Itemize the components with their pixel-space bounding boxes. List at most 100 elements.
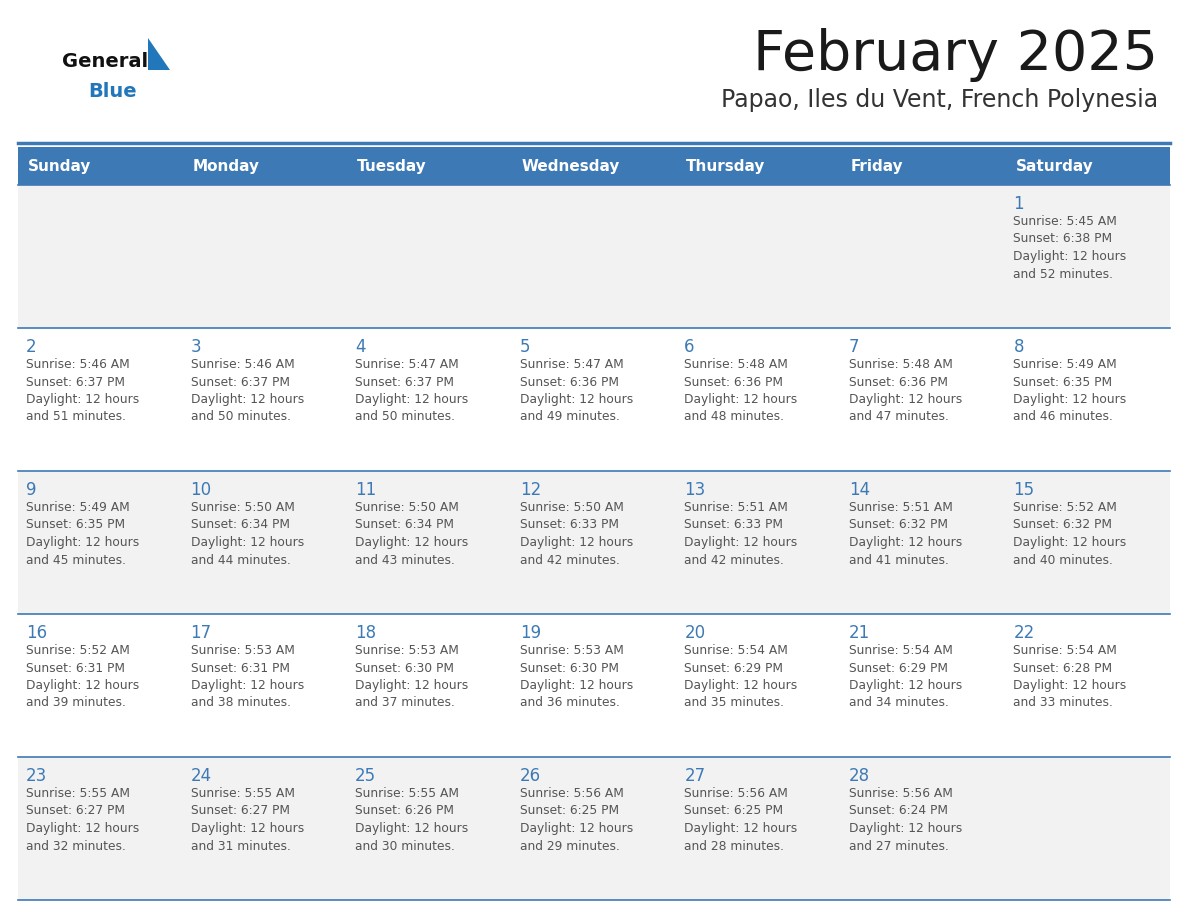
Text: and 40 minutes.: and 40 minutes.: [1013, 554, 1113, 566]
Text: Sunrise: 5:48 AM: Sunrise: 5:48 AM: [684, 358, 788, 371]
Text: 14: 14: [849, 481, 870, 499]
Text: Sunset: 6:34 PM: Sunset: 6:34 PM: [190, 519, 290, 532]
Text: Sunrise: 5:46 AM: Sunrise: 5:46 AM: [26, 358, 129, 371]
Text: 10: 10: [190, 481, 211, 499]
Text: Daylight: 12 hours: Daylight: 12 hours: [684, 393, 797, 406]
Text: Daylight: 12 hours: Daylight: 12 hours: [355, 822, 468, 835]
Text: Friday: Friday: [851, 159, 904, 174]
Text: Sunset: 6:26 PM: Sunset: 6:26 PM: [355, 804, 454, 818]
Text: Daylight: 12 hours: Daylight: 12 hours: [684, 536, 797, 549]
Text: Sunrise: 5:46 AM: Sunrise: 5:46 AM: [190, 358, 295, 371]
Text: Sunset: 6:35 PM: Sunset: 6:35 PM: [1013, 375, 1112, 388]
Text: Sunrise: 5:53 AM: Sunrise: 5:53 AM: [519, 644, 624, 657]
Text: Sunset: 6:38 PM: Sunset: 6:38 PM: [1013, 232, 1112, 245]
Text: Sunset: 6:35 PM: Sunset: 6:35 PM: [26, 519, 125, 532]
Text: Sunrise: 5:55 AM: Sunrise: 5:55 AM: [355, 787, 459, 800]
Text: 25: 25: [355, 767, 377, 785]
Text: Sunrise: 5:49 AM: Sunrise: 5:49 AM: [26, 501, 129, 514]
Text: Sunset: 6:33 PM: Sunset: 6:33 PM: [684, 519, 783, 532]
Bar: [347, 147, 512, 185]
Text: 21: 21: [849, 624, 870, 642]
Text: Sunrise: 5:56 AM: Sunrise: 5:56 AM: [519, 787, 624, 800]
Text: 18: 18: [355, 624, 377, 642]
Text: Daylight: 12 hours: Daylight: 12 hours: [26, 536, 139, 549]
Text: Daylight: 12 hours: Daylight: 12 hours: [849, 822, 962, 835]
Text: Daylight: 12 hours: Daylight: 12 hours: [26, 393, 139, 406]
Text: 11: 11: [355, 481, 377, 499]
Bar: [18, 185, 1170, 328]
Text: Sunset: 6:27 PM: Sunset: 6:27 PM: [190, 804, 290, 818]
Text: Sunrise: 5:47 AM: Sunrise: 5:47 AM: [355, 358, 459, 371]
Text: Daylight: 12 hours: Daylight: 12 hours: [355, 679, 468, 692]
Bar: [18, 471, 1170, 614]
Text: Daylight: 12 hours: Daylight: 12 hours: [1013, 536, 1126, 549]
Text: and 42 minutes.: and 42 minutes.: [684, 554, 784, 566]
Text: Sunset: 6:36 PM: Sunset: 6:36 PM: [849, 375, 948, 388]
Text: Sunrise: 5:56 AM: Sunrise: 5:56 AM: [849, 787, 953, 800]
Text: and 33 minutes.: and 33 minutes.: [1013, 697, 1113, 710]
Text: and 38 minutes.: and 38 minutes.: [190, 697, 291, 710]
Text: Sunset: 6:32 PM: Sunset: 6:32 PM: [1013, 519, 1112, 532]
Text: Thursday: Thursday: [687, 159, 765, 174]
Text: and 41 minutes.: and 41 minutes.: [849, 554, 949, 566]
Text: Daylight: 12 hours: Daylight: 12 hours: [190, 679, 304, 692]
Text: and 29 minutes.: and 29 minutes.: [519, 839, 620, 853]
Text: Daylight: 12 hours: Daylight: 12 hours: [849, 679, 962, 692]
Text: and 27 minutes.: and 27 minutes.: [849, 839, 949, 853]
Text: Sunset: 6:34 PM: Sunset: 6:34 PM: [355, 519, 454, 532]
Text: Sunrise: 5:50 AM: Sunrise: 5:50 AM: [355, 501, 459, 514]
Text: Daylight: 12 hours: Daylight: 12 hours: [1013, 679, 1126, 692]
Text: Sunrise: 5:52 AM: Sunrise: 5:52 AM: [1013, 501, 1117, 514]
Text: Tuesday: Tuesday: [358, 159, 426, 174]
Text: Sunset: 6:30 PM: Sunset: 6:30 PM: [355, 662, 454, 675]
Text: 6: 6: [684, 338, 695, 356]
Text: and 31 minutes.: and 31 minutes.: [190, 839, 290, 853]
Text: 12: 12: [519, 481, 541, 499]
Text: Sunday: Sunday: [29, 159, 91, 174]
Text: and 28 minutes.: and 28 minutes.: [684, 839, 784, 853]
Text: Sunset: 6:37 PM: Sunset: 6:37 PM: [355, 375, 454, 388]
Text: Sunset: 6:25 PM: Sunset: 6:25 PM: [684, 804, 783, 818]
Text: Sunset: 6:24 PM: Sunset: 6:24 PM: [849, 804, 948, 818]
Text: 13: 13: [684, 481, 706, 499]
Text: Monday: Monday: [192, 159, 259, 174]
Text: Daylight: 12 hours: Daylight: 12 hours: [684, 679, 797, 692]
Text: Sunrise: 5:55 AM: Sunrise: 5:55 AM: [190, 787, 295, 800]
Text: Daylight: 12 hours: Daylight: 12 hours: [519, 679, 633, 692]
Text: Sunrise: 5:54 AM: Sunrise: 5:54 AM: [849, 644, 953, 657]
Text: Sunrise: 5:54 AM: Sunrise: 5:54 AM: [1013, 644, 1117, 657]
Text: Daylight: 12 hours: Daylight: 12 hours: [684, 822, 797, 835]
Text: and 37 minutes.: and 37 minutes.: [355, 697, 455, 710]
Text: Daylight: 12 hours: Daylight: 12 hours: [355, 393, 468, 406]
Text: and 47 minutes.: and 47 minutes.: [849, 410, 949, 423]
Text: 26: 26: [519, 767, 541, 785]
Text: Daylight: 12 hours: Daylight: 12 hours: [26, 679, 139, 692]
Text: and 42 minutes.: and 42 minutes.: [519, 554, 620, 566]
Text: 22: 22: [1013, 624, 1035, 642]
Text: Sunset: 6:32 PM: Sunset: 6:32 PM: [849, 519, 948, 532]
Text: 3: 3: [190, 338, 201, 356]
Text: Daylight: 12 hours: Daylight: 12 hours: [849, 393, 962, 406]
Text: Sunrise: 5:50 AM: Sunrise: 5:50 AM: [519, 501, 624, 514]
Text: Blue: Blue: [88, 82, 137, 101]
Text: and 49 minutes.: and 49 minutes.: [519, 410, 620, 423]
Text: 5: 5: [519, 338, 530, 356]
Bar: [183, 147, 347, 185]
Text: 9: 9: [26, 481, 37, 499]
Text: Daylight: 12 hours: Daylight: 12 hours: [1013, 393, 1126, 406]
Text: 24: 24: [190, 767, 211, 785]
Text: Sunrise: 5:51 AM: Sunrise: 5:51 AM: [849, 501, 953, 514]
Text: and 35 minutes.: and 35 minutes.: [684, 697, 784, 710]
Text: Daylight: 12 hours: Daylight: 12 hours: [190, 393, 304, 406]
Text: 8: 8: [1013, 338, 1024, 356]
Bar: [512, 147, 676, 185]
Text: Sunset: 6:37 PM: Sunset: 6:37 PM: [26, 375, 125, 388]
Text: Daylight: 12 hours: Daylight: 12 hours: [190, 822, 304, 835]
Text: and 30 minutes.: and 30 minutes.: [355, 839, 455, 853]
Text: Sunset: 6:36 PM: Sunset: 6:36 PM: [519, 375, 619, 388]
Text: Sunset: 6:28 PM: Sunset: 6:28 PM: [1013, 662, 1112, 675]
Text: Sunset: 6:37 PM: Sunset: 6:37 PM: [190, 375, 290, 388]
Text: Papao, Iles du Vent, French Polynesia: Papao, Iles du Vent, French Polynesia: [721, 88, 1158, 112]
Text: 28: 28: [849, 767, 870, 785]
Text: and 39 minutes.: and 39 minutes.: [26, 697, 126, 710]
